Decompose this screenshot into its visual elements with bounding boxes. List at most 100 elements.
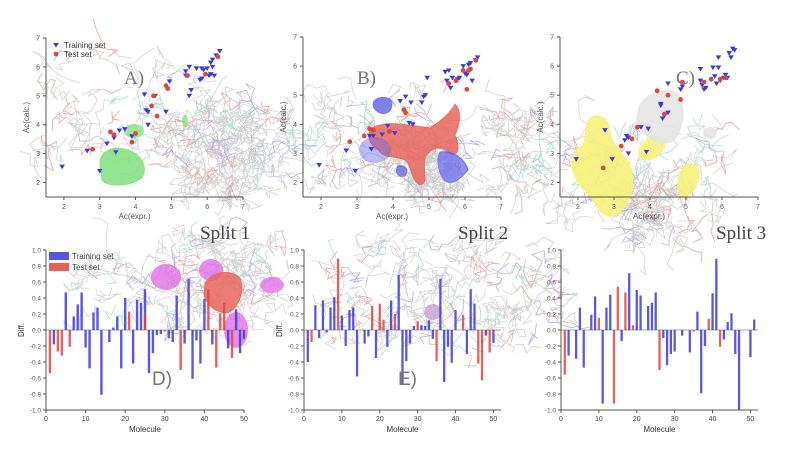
x-tick-label: 2 xyxy=(62,204,66,211)
training-bar xyxy=(159,330,163,334)
training-bar xyxy=(711,293,714,330)
training-point xyxy=(186,64,193,70)
x-tick-label: 10 xyxy=(338,416,346,423)
training-point xyxy=(406,120,412,126)
legend-training-label: Training set xyxy=(64,41,106,50)
training-bar xyxy=(306,330,309,362)
white-contour-field xyxy=(636,90,684,144)
training-point xyxy=(625,135,632,140)
test-point xyxy=(129,139,135,145)
training-point xyxy=(677,87,684,92)
y-tick-label: -0.4 xyxy=(30,360,42,367)
training-bar xyxy=(646,306,650,330)
training-point xyxy=(609,157,615,162)
training-bar xyxy=(578,307,582,330)
legend-test-marker xyxy=(53,51,59,57)
molecule-wireframe xyxy=(20,18,200,186)
training-bar xyxy=(108,330,111,342)
white-contour-field xyxy=(703,127,717,139)
blue-contour-field xyxy=(372,96,393,114)
test-bar xyxy=(378,303,381,330)
training-bar xyxy=(609,294,612,330)
test-bar xyxy=(477,330,480,364)
legend-test-swatch xyxy=(49,263,69,271)
training-bar xyxy=(333,297,336,330)
training-bar xyxy=(64,292,67,330)
panel-label: D) xyxy=(152,369,172,390)
test-bar xyxy=(416,321,419,330)
y-tick-label: -0.6 xyxy=(545,376,557,383)
test-point xyxy=(600,165,606,171)
test-bar xyxy=(658,330,661,370)
training-point xyxy=(467,61,474,66)
y-tick-label: 5 xyxy=(36,93,40,100)
blue-contour-field xyxy=(359,137,391,163)
training-bar xyxy=(151,330,155,354)
y-tick-label: 0.6 xyxy=(290,280,299,287)
training-point xyxy=(145,109,151,115)
test-bar xyxy=(179,330,182,370)
split-title-1: Split 1 xyxy=(200,223,250,244)
training-point xyxy=(141,92,148,97)
training-bar xyxy=(314,305,317,330)
lilac-contour-field xyxy=(424,304,442,320)
chart-C: 2 3 4 5 6 7 2 3 4 5 6 7 Ac(expr.) Ac(calc.) C) xyxy=(536,35,760,222)
blue-contour-field xyxy=(396,165,408,177)
training-point xyxy=(697,67,704,72)
training-bar xyxy=(92,312,95,330)
training-bar xyxy=(662,330,665,338)
y-tick-label: 5 xyxy=(293,93,297,100)
test-bar xyxy=(435,330,438,362)
training-bar xyxy=(171,330,174,342)
test-bar xyxy=(336,258,340,330)
training-point xyxy=(343,148,349,154)
x-axis-label: Molecule xyxy=(129,425,162,434)
test-point xyxy=(446,81,452,86)
training-bar xyxy=(628,273,631,330)
training-point xyxy=(449,75,456,81)
training-point xyxy=(731,48,738,53)
test-bar xyxy=(215,330,218,368)
training-point xyxy=(116,128,123,134)
y-tick-label: 4 xyxy=(36,122,40,129)
y-tick-label: 0.6 xyxy=(32,280,41,287)
x-axis-label: Molecule xyxy=(643,425,676,434)
test-point xyxy=(453,78,459,84)
training-bar xyxy=(639,295,642,330)
training-bar xyxy=(88,330,91,369)
y-tick-label: 1.0 xyxy=(547,248,556,255)
training-bar xyxy=(665,330,669,366)
training-bar xyxy=(688,330,691,353)
training-bar xyxy=(139,302,143,330)
training-bar xyxy=(340,315,344,330)
y-tick-label: 0.6 xyxy=(547,280,556,287)
training-point xyxy=(402,94,409,100)
training-point xyxy=(199,76,205,82)
test-bar xyxy=(480,330,484,381)
training-point xyxy=(366,133,373,139)
y-tick-label: 3 xyxy=(550,151,554,158)
training-point xyxy=(625,151,632,156)
training-point xyxy=(186,93,193,99)
legend-training-label: Training set xyxy=(72,252,114,261)
training-point xyxy=(447,85,454,91)
x-tick-label: 40 xyxy=(452,416,460,423)
training-point xyxy=(111,135,117,141)
x-axis-label: Ac(expr.) xyxy=(376,212,408,221)
x-tick-label: 2 xyxy=(576,204,580,211)
x-tick-label: 50 xyxy=(240,416,248,423)
test-bar xyxy=(143,314,147,330)
y-tick-label: -0.8 xyxy=(30,392,42,399)
x-tick-label: 30 xyxy=(671,416,679,423)
test-point xyxy=(723,75,728,81)
y-tick-label: 2 xyxy=(36,180,40,187)
test-point xyxy=(165,86,171,91)
split-title-3: Split 3 xyxy=(716,223,766,244)
training-bar xyxy=(700,330,703,394)
panel-label: A) xyxy=(124,68,144,89)
training-bar xyxy=(635,290,638,330)
training-bar xyxy=(737,330,741,410)
x-tick-label: 40 xyxy=(709,416,717,423)
x-tick-label: 20 xyxy=(633,416,641,423)
